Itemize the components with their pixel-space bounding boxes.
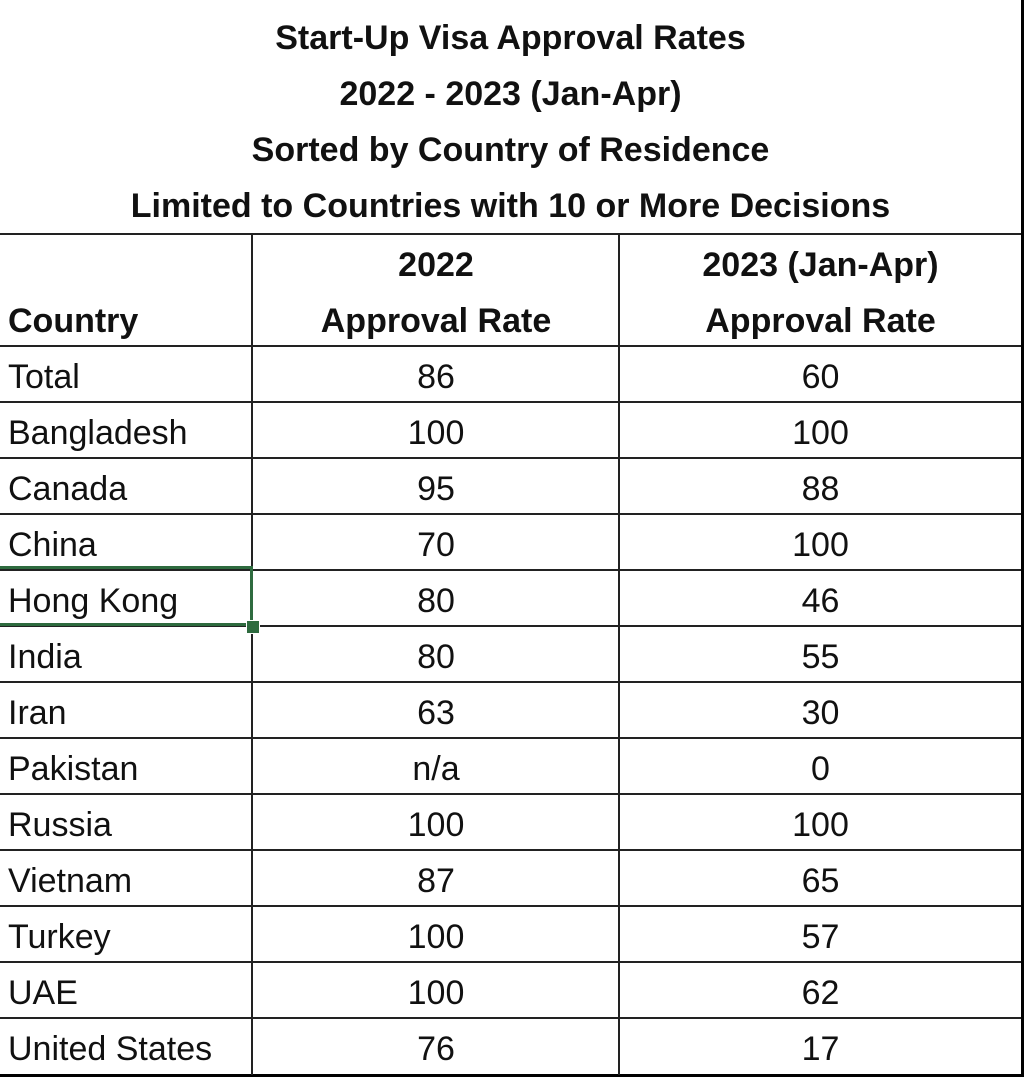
rate-2022-cell[interactable]: 80 [417,638,455,676]
rate-2023-cell[interactable]: 62 [801,974,840,1012]
rate-2023-cell[interactable]: 0 [811,750,830,788]
rate-2023-cell[interactable]: 17 [801,1030,840,1068]
grid-line [0,569,1021,571]
country-cell[interactable]: India [8,638,82,676]
rate-2022-cell[interactable]: 76 [417,1030,455,1068]
rate-2022-cell[interactable]: 95 [417,470,455,508]
grid-line [0,793,1021,795]
rate-2022-cell[interactable]: 100 [407,806,465,844]
fill-handle[interactable] [246,620,260,634]
rate-2022-cell[interactable]: 87 [417,862,455,900]
rate-2022-cell[interactable]: 80 [417,582,455,620]
title-line-2: 2022 - 2023 (Jan-Apr) [339,75,682,113]
rate-2022-cell[interactable]: 70 [417,526,455,564]
grid-line [0,737,1021,739]
header-2023-rate[interactable]: Approval Rate [705,302,936,340]
grid-column-line [251,233,253,1075]
rate-2022-cell[interactable]: 100 [407,414,465,452]
rate-2023-cell[interactable]: 46 [801,582,840,620]
header-2022-rate[interactable]: Approval Rate [320,302,552,340]
grid-line [0,457,1021,459]
rate-2023-cell[interactable]: 57 [801,918,840,956]
rate-2022-cell[interactable]: 86 [417,358,455,396]
title-line-1: Start-Up Visa Approval Rates [275,19,746,57]
rate-2023-cell[interactable]: 65 [801,862,840,900]
header-2023-year[interactable]: 2023 (Jan-Apr) [702,246,939,284]
country-cell-selected[interactable]: Hong Kong [8,582,179,620]
active-cell-selection[interactable] [0,566,253,626]
rate-2023-cell[interactable]: 100 [792,526,849,564]
grid-line [0,1017,1021,1019]
rate-2022-cell[interactable]: n/a [412,750,460,788]
rate-2023-cell[interactable]: 55 [801,638,840,676]
table-title: Start-Up Visa Approval Rates 2022 - 2023… [0,10,1021,234]
grid-line [0,513,1021,515]
rate-2023-cell[interactable]: 60 [801,358,840,396]
country-cell[interactable]: United States [8,1030,213,1068]
title-line-4: Limited to Countries with 10 or More Dec… [130,187,891,225]
grid-line [0,625,1021,627]
grid-line [0,345,1021,347]
rate-2023-cell[interactable]: 100 [792,806,849,844]
country-cell[interactable]: Iran [8,694,67,732]
grid-line [0,681,1021,683]
country-cell[interactable]: Vietnam [8,862,133,900]
grid-line [0,961,1021,963]
country-cell[interactable]: Pakistan [8,750,139,788]
title-line-3: Sorted by Country of Residence [251,131,770,169]
grid-line [0,401,1021,403]
grid-line [0,849,1021,851]
header-2022-year[interactable]: 2022 [398,246,474,284]
header-country[interactable]: Country [8,302,139,340]
country-cell[interactable]: Canada [8,470,128,508]
rate-2022-cell[interactable]: 100 [407,974,465,1012]
rate-2023-cell[interactable]: 100 [792,414,849,452]
grid-line [0,905,1021,907]
rate-2022-cell[interactable]: 63 [417,694,455,732]
country-cell[interactable]: Turkey [8,918,111,956]
grid-line [0,233,1021,235]
country-cell[interactable]: Russia [8,806,112,844]
country-cell[interactable]: China [8,526,97,564]
rate-2023-cell[interactable]: 30 [801,694,840,732]
country-cell[interactable]: UAE [8,974,78,1012]
country-cell[interactable]: Bangladesh [8,414,188,452]
rate-2023-cell[interactable]: 88 [801,470,840,508]
grid-column-line [618,233,620,1075]
rate-2022-cell[interactable]: 100 [407,918,465,956]
country-cell[interactable]: Total [8,358,80,396]
